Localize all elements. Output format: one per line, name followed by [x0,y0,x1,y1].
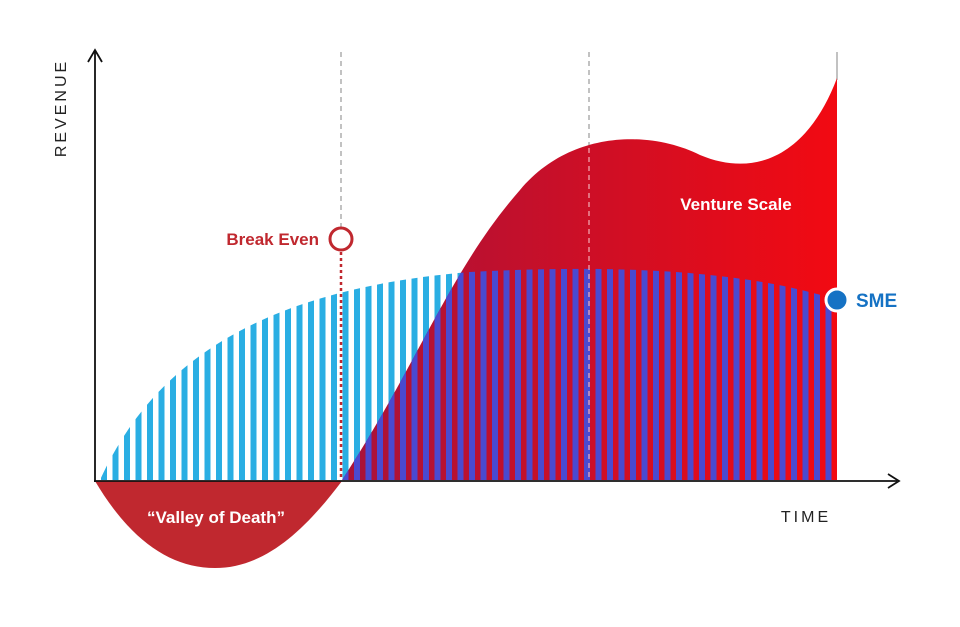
venture-scale-label: Venture Scale [680,195,792,214]
sme-stripe [285,268,291,480]
overlap-stripe [434,268,441,480]
overlap-stripe [618,268,625,480]
overlap-stripe [768,268,774,480]
sme-stripe [342,268,349,480]
sme-stripe [239,268,245,480]
sme-stripe [124,268,130,480]
overlap-stripe [676,268,682,480]
sme-marker [824,287,850,313]
sme-stripe [158,268,165,480]
sme-stripe [319,268,326,480]
sme-label: SME [856,291,897,312]
overlap-stripe [492,268,498,480]
sme-stripe [181,268,188,480]
sme-stripe [377,268,383,480]
sme-stripe [354,268,360,480]
sme-stripe [331,268,337,480]
overlap-stripe [722,268,728,480]
sme-stripe [204,268,211,480]
x-axis-label: TIME [781,509,831,526]
sme-stripe [170,268,176,480]
sme-stripe [296,268,303,480]
overlap-stripe [664,268,671,480]
overlap-stripe [607,268,613,480]
sme-stripe [388,268,395,480]
overlap-stripe [480,268,487,480]
overlap-stripe [572,268,579,480]
sme-stripe [216,268,222,480]
overlap-stripe [791,268,797,480]
sme-stripe [262,268,268,480]
sme-stripe [227,268,234,480]
break-even-marker [328,226,354,252]
overlap-stripe [526,268,533,480]
sme-stripe [308,268,314,480]
overlap-stripe [687,268,694,480]
overlap-stripe [411,268,418,480]
sme-stripe [400,268,406,480]
overlap-stripe [469,268,475,480]
sme-stripe [273,268,280,480]
sme-stripe [250,268,257,480]
x-axis-arrow [887,473,901,489]
overlap-stripe [457,268,464,480]
overlap-stripe [549,268,556,480]
overlap-stripe [423,268,429,480]
sme-stripe [112,268,119,480]
overlap-stripe [825,268,832,480]
overlap-stripe [101,250,107,481]
valley-of-death-label: “Valley of Death” [147,508,285,527]
overlap-stripe [653,268,659,480]
overlap-stripe [779,268,786,480]
overlap-stripe [561,268,567,480]
overlap-stripe [745,268,751,480]
overlap-stripe [446,268,452,480]
break-even-label: Break Even [226,230,319,249]
overlap-stripe [641,268,648,480]
sme-stripe [101,268,107,480]
overlap-stripe [503,268,510,480]
sme-stripe [147,268,153,480]
overlap-stripe [630,268,636,480]
overlap-stripe [733,268,740,480]
sme-stripe [135,268,142,480]
sme-stripe [365,268,372,480]
overlap-stripe [699,268,705,480]
overlap-stripe [814,268,820,480]
overlap-stripe [515,268,521,480]
valley-of-death-area [95,481,342,568]
y-axis-label: REVENUE [53,59,70,157]
y-axis-arrow [87,48,103,63]
overlap-stripe [584,268,590,480]
overlap-stripe [538,268,544,480]
overlap-stripe [710,268,717,480]
sme-stripe [193,268,199,480]
overlap-stripe [756,268,763,480]
overlap-stripe [595,268,602,480]
overlap-stripe [802,268,809,480]
